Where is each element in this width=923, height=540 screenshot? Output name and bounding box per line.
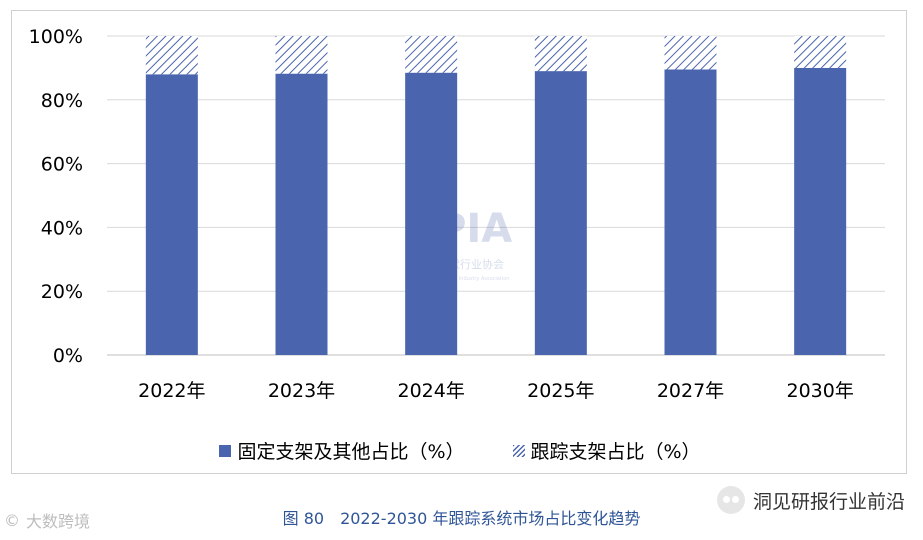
cpia-watermark: CPIA 中国光伏行业协会 China Photovoltaic Industr… [408,206,513,282]
legend-item-tracking: 跟踪支架占比（%） [512,437,701,464]
x-tick-label: 2023年 [268,380,335,402]
y-tick-label: 0% [53,345,83,367]
bottom-left-logo: © 大数跨境 [4,508,90,532]
bar-tracking [664,36,717,70]
y-tick-label: 60% [41,154,83,176]
bar-fixed [794,67,847,356]
x-tick-label: 2024年 [397,380,464,402]
x-tick-label: 2025年 [527,380,594,402]
bar-tracking [794,36,847,68]
legend-item-fixed: 固定支架及其他占比（%） [219,437,465,464]
watermark-text: CPIA [408,206,513,252]
figure-caption: 图 80 2022-2030 年跟踪系统市场占比变化趋势 [282,509,641,528]
bottom-right-brand: 洞见研报行业前沿 [716,486,905,514]
x-tick-label: 2022年 [138,380,205,402]
x-tick-label: 2027年 [657,380,724,402]
bar-fixed [275,73,328,355]
watermark-subtitle: 中国光伏行业协会 [416,257,504,271]
copyright-icon: © [4,510,20,530]
bottom-right-text: 洞见研报行业前沿 [752,490,905,513]
bar-fixed [145,74,198,355]
legend-swatch-solid [219,444,232,457]
legend-swatch-hatch [512,444,525,457]
legend: 固定支架及其他占比（%） 跟踪支架占比（%） [12,437,908,464]
wechat-icon [716,486,745,514]
bar-fixed [664,69,717,355]
bar-tracking [405,36,458,73]
y-tick-label: 40% [41,217,83,239]
legend-label-fixed: 固定支架及其他占比（%） [237,441,465,463]
bottom-left-text: 大数跨境 [26,512,91,531]
chart-svg: 0% 20% 40% 60% 80% 100% 2022年 2023年 2024年 2025年 20… [29,26,885,402]
y-tick-label: 80% [41,90,83,112]
y-tick-label: 100% [29,26,83,48]
bar-tracking [534,36,587,72]
x-tick-label: 2030年 [786,380,853,402]
y-tick-label: 20% [41,281,83,303]
bar-fixed [405,72,458,355]
bar-tracking [275,36,328,74]
watermark-subtitle-en: China Photovoltaic Industry Association [411,276,510,282]
chart-frame: 0% 20% 40% 60% 80% 100% 2022年 2023年 2024年 2025年 20… [11,10,907,474]
bar-tracking [145,36,198,75]
legend-label-tracking: 跟踪支架占比（%） [530,441,701,463]
bar-fixed [534,71,587,355]
